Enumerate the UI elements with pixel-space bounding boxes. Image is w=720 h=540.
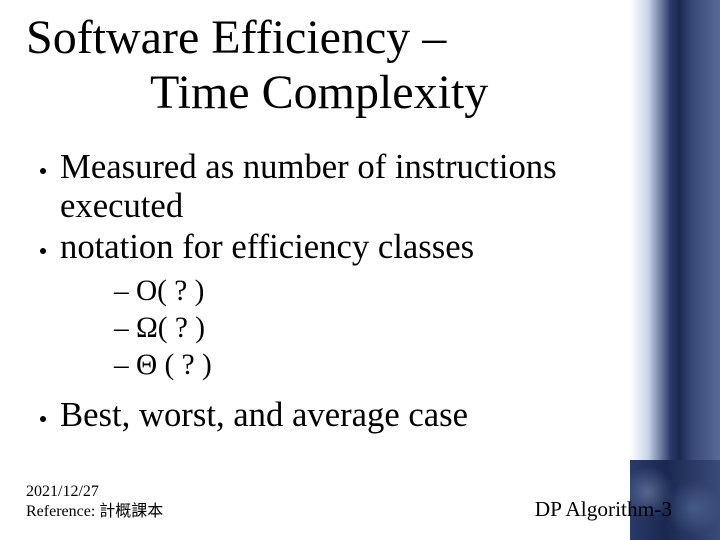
sub-bullet-item: – O( ? ): [114, 275, 680, 308]
dash-icon: –: [114, 275, 136, 308]
bullet-item: Measured as number of instructions execu…: [40, 148, 680, 226]
bullet-item: notation for efficiency classes: [40, 228, 680, 267]
dash-icon: –: [114, 349, 136, 382]
footer-date: 2021/12/27: [26, 482, 163, 502]
title-line-1: Software Efficiency –: [26, 10, 720, 65]
bullet-text: Best, worst, and average case: [60, 396, 468, 435]
sub-bullet-item: – Ω( ? ): [114, 312, 680, 345]
sub-bullet-text: Ω( ? ): [136, 312, 205, 345]
sub-bullet-text: Θ ( ? ): [136, 349, 212, 382]
sub-bullet-text: O( ? ): [136, 275, 204, 308]
footer-reference: Reference: 計概課本: [26, 502, 163, 522]
bullet-text: Measured as number of instructions execu…: [60, 148, 680, 226]
bullet-item: Best, worst, and average case: [40, 396, 680, 435]
dash-icon: –: [114, 312, 136, 345]
sub-bullet-item: – Θ ( ? ): [114, 349, 680, 382]
slide-title: Software Efficiency – Time Complexity: [0, 0, 720, 120]
sub-bullet-list: – O( ? ) – Ω( ? ) – Θ ( ? ): [40, 269, 680, 396]
title-line-2: Time Complexity: [26, 65, 720, 120]
bullet-dot-icon: [40, 168, 46, 174]
bullet-text: notation for efficiency classes: [60, 228, 474, 267]
bullet-dot-icon: [40, 248, 46, 254]
slide-footer: 2021/12/27 Reference: 計概課本: [26, 482, 163, 522]
bullet-dot-icon: [40, 416, 46, 422]
slide-body: Measured as number of instructions execu…: [0, 120, 720, 435]
slide-container: Software Efficiency – Time Complexity Me…: [0, 0, 720, 540]
page-number: DP Algorithm-3: [535, 497, 672, 522]
